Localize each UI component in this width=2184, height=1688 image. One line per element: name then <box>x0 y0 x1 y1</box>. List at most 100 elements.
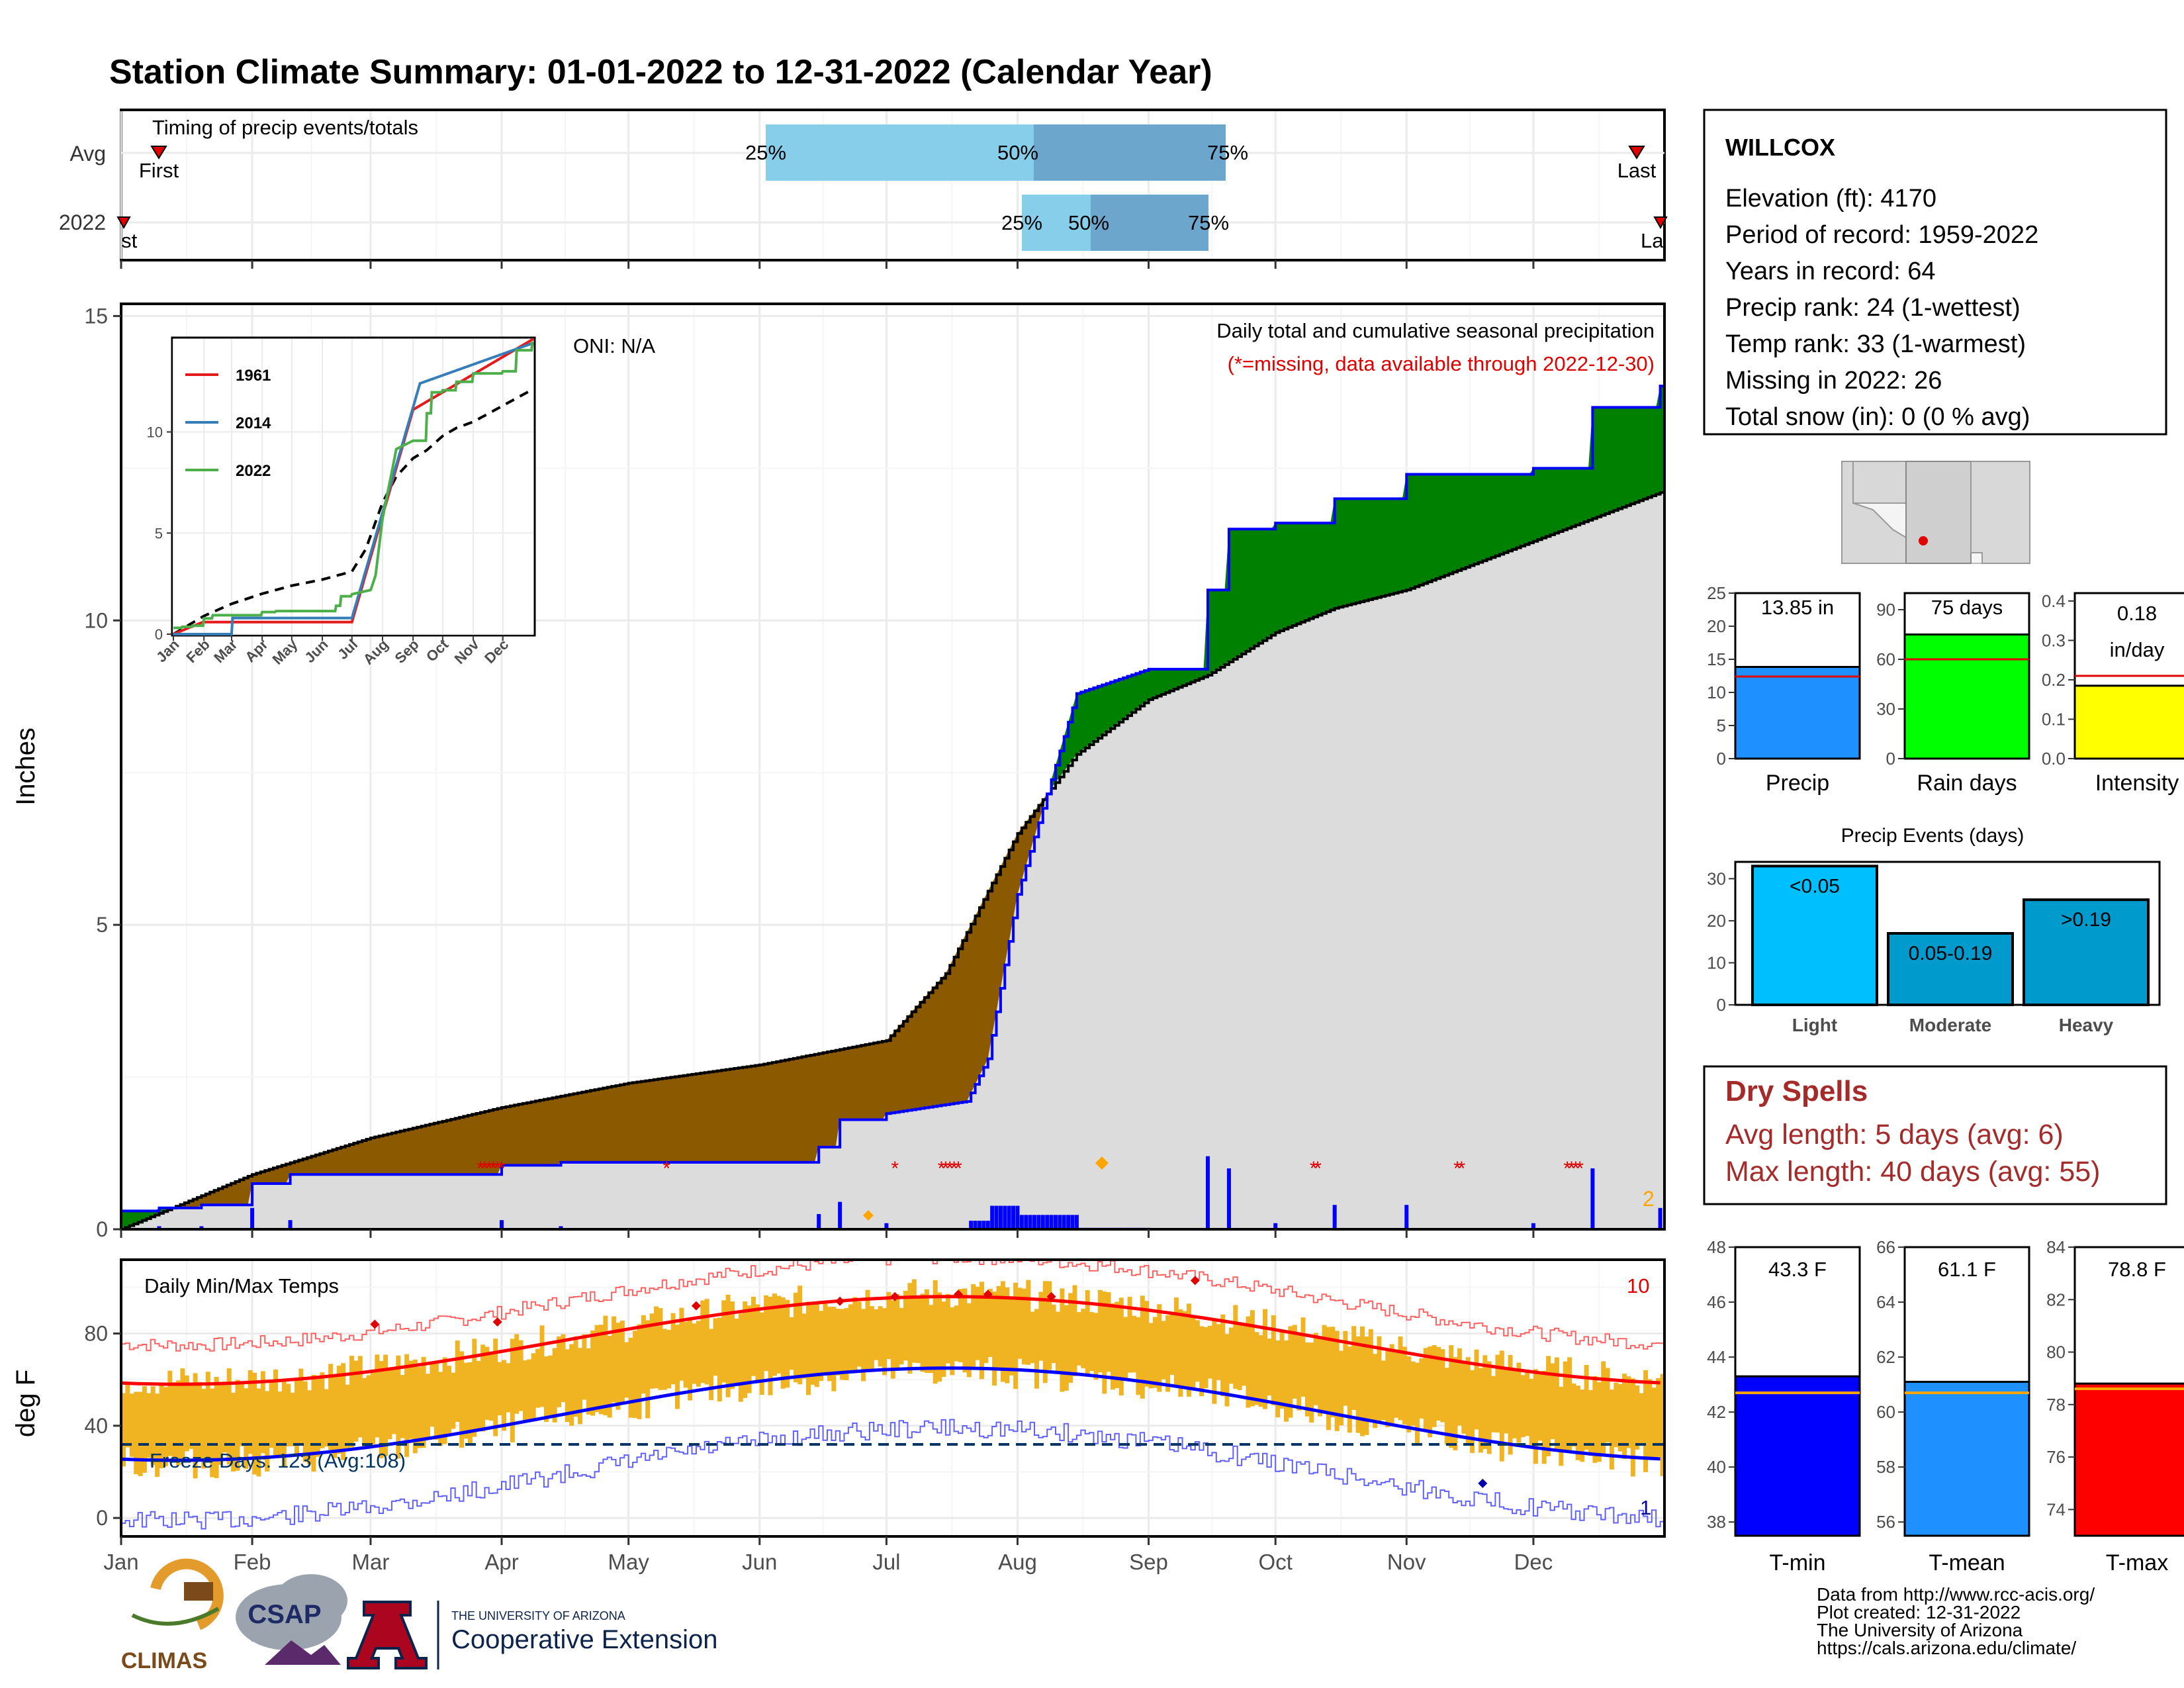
daily-temp-bar <box>1525 1369 1530 1436</box>
daily-temp-bar <box>700 1300 705 1383</box>
daily-temp-bar <box>1284 1340 1289 1422</box>
daily-temp-bar <box>578 1348 582 1425</box>
daily-temp-bar <box>412 1359 418 1454</box>
daily-temp-bar <box>624 1342 629 1398</box>
daily-temp-bar <box>1622 1374 1627 1460</box>
temp-bar-label: T-max <box>2106 1550 2168 1575</box>
daily-temp-bar <box>442 1357 447 1444</box>
daily-temp-bar <box>506 1363 511 1413</box>
month-label: Jul <box>872 1550 900 1574</box>
daily-temp-bar <box>920 1293 925 1372</box>
daily-temp-bar <box>1410 1361 1416 1426</box>
daily-temp-bar <box>856 1301 862 1367</box>
temperature-panel: 0 40 80 deg F Daily Min/Max Temps Freeze D… <box>11 1258 1666 1574</box>
daily-temp-bar <box>1457 1348 1462 1426</box>
timing-panel: Timing of precip events/totals Avg 2022 … <box>59 109 1668 261</box>
daily-temp-bar <box>1554 1357 1559 1449</box>
page-title: Station Climate Summary: 01-01-2022 to 1… <box>109 53 1212 91</box>
daily-temp-bar <box>1304 1342 1310 1417</box>
station-name: WILLCOX <box>1725 134 1835 161</box>
daily-temp-bar <box>738 1313 743 1402</box>
mini-bar-value-text: 75 days <box>1931 596 2003 619</box>
daily-precip-bar <box>1053 1215 1058 1229</box>
legend-2022: 2022 <box>236 462 271 480</box>
daily-temp-bar <box>248 1370 253 1454</box>
daily-temp-bar <box>1550 1363 1555 1439</box>
mini-bar-value-text: 13.85 in <box>1761 596 1834 619</box>
month-label: Mar <box>352 1550 390 1574</box>
daily-temp-bar <box>945 1293 950 1364</box>
daily-temp-bar <box>320 1372 325 1448</box>
daily-temp-bar <box>1482 1355 1488 1449</box>
avg-p75-label: 75% <box>1207 141 1248 164</box>
daily-temp-bar <box>878 1306 883 1367</box>
daily-temp-bar <box>937 1292 942 1382</box>
daily-temp-bar <box>1326 1327 1331 1430</box>
dry-spells-max: Max length: 40 days (avg: 55) <box>1725 1156 2100 1188</box>
daily-temp-bar <box>670 1313 676 1385</box>
month-label: Feb <box>234 1550 271 1574</box>
daily-temp-bar <box>1017 1288 1023 1359</box>
y2022-p75-label: 75% <box>1188 211 1229 234</box>
mini-bar-label: Rain days <box>1917 771 2017 796</box>
daily-temp-bar <box>1478 1368 1483 1453</box>
events-title: Precip Events (days) <box>1841 825 2025 847</box>
event-bar-label: Heavy <box>2059 1015 2114 1035</box>
inset-ytick: 10 <box>147 424 163 441</box>
missing-marker: * <box>891 1158 899 1180</box>
missing-marker: * <box>494 1158 502 1180</box>
climas-logo-text: CLIMAS <box>121 1648 207 1673</box>
temp-bar-tick: 48 <box>1707 1237 1726 1257</box>
mini-bar-tick: 90 <box>1876 600 1895 620</box>
temp-bar-tick: 80 <box>2046 1342 2066 1362</box>
temp-bar-tick: 64 <box>1876 1292 1895 1312</box>
daily-temp-bar <box>743 1301 748 1398</box>
daily-temp-bar <box>201 1389 206 1469</box>
daily-temp-bar <box>785 1299 790 1388</box>
inset-ytick: 5 <box>155 525 163 541</box>
y2022-last-marker <box>1653 216 1668 230</box>
daily-temp-bar <box>277 1391 283 1456</box>
mini-bar-tick: 5 <box>1717 716 1726 735</box>
daily-temp-bar <box>535 1348 541 1408</box>
daily-temp-bar <box>539 1325 545 1407</box>
y2022-p25-label: 25% <box>1001 211 1042 234</box>
daily-temp-bar <box>764 1295 769 1372</box>
csap-logo-text: CSAP <box>248 1600 321 1629</box>
daily-temp-bar <box>848 1304 853 1372</box>
daily-temp-bar <box>349 1356 354 1448</box>
temp-bar-t-mean: 56 58 60 62 64 66 61.1 F T-mean <box>1876 1237 2030 1575</box>
daily-temp-bar <box>311 1374 316 1472</box>
month-ticks <box>120 260 1535 1545</box>
daily-temp-bar <box>189 1385 194 1449</box>
daily-temp-bar <box>218 1382 223 1465</box>
temp-bar-tick: 66 <box>1876 1237 1895 1257</box>
mini-bar-tick: 15 <box>1707 649 1726 669</box>
credit-line-4: https://cals.arizona.edu/climate/ <box>1817 1638 2076 1658</box>
daily-temp-bar <box>793 1292 798 1383</box>
inset-avg-line <box>172 388 533 635</box>
daily-temp-bar <box>865 1289 870 1370</box>
daily-precip-bar <box>817 1214 821 1229</box>
daily-temp-bar <box>1330 1327 1336 1418</box>
daily-precip-bar <box>1070 1215 1075 1229</box>
daily-temp-bar <box>590 1330 596 1416</box>
daily-temp-bar <box>641 1315 646 1394</box>
daily-temp-bar <box>971 1284 976 1367</box>
daily-temp-bar <box>688 1319 693 1401</box>
daily-temp-bar <box>1191 1317 1196 1389</box>
temp-bar-label: T-mean <box>1929 1550 2005 1575</box>
daily-temp-bar <box>476 1360 481 1430</box>
daily-temp-bar <box>907 1283 913 1374</box>
daily-temp-bar <box>400 1375 405 1438</box>
daily-temp-bar <box>1529 1378 1534 1447</box>
daily-precip-bar <box>994 1205 999 1229</box>
daily-precip-bar <box>1011 1205 1016 1229</box>
daily-temp-bar <box>628 1337 633 1418</box>
daily-temp-bar <box>573 1336 578 1417</box>
daily-temp-bar <box>493 1338 498 1436</box>
daily-temp-bar <box>1398 1336 1403 1421</box>
precip-events-chart: Precip Events (days) 0 10 20 30 <0.05 Light 0.… <box>1707 825 2161 1035</box>
daily-temp-bar <box>159 1383 164 1468</box>
